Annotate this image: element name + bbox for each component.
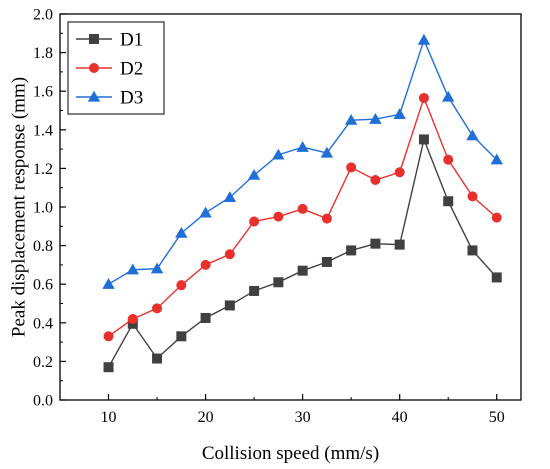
data-point-d2 bbox=[152, 303, 163, 314]
y-tick-label: 1.4 bbox=[33, 122, 53, 139]
y-tick-label: 0.6 bbox=[33, 277, 53, 294]
data-point-d1 bbox=[200, 312, 211, 323]
data-point-d1 bbox=[152, 353, 163, 364]
data-point-d2 bbox=[127, 313, 138, 324]
data-point-d1 bbox=[224, 300, 235, 311]
data-point-d2 bbox=[224, 249, 235, 260]
y-tick-label: 0.0 bbox=[33, 393, 53, 410]
data-point-d3 bbox=[126, 263, 139, 275]
data-point-d1 bbox=[103, 362, 114, 373]
data-point-d3 bbox=[175, 226, 188, 238]
legend: D1 D2 D3 bbox=[67, 21, 165, 115]
data-point-d3 bbox=[199, 206, 212, 218]
data-point-d1 bbox=[273, 277, 284, 288]
data-point-d1 bbox=[491, 272, 502, 283]
x-tick-label: 30 bbox=[295, 409, 311, 426]
data-point-d2 bbox=[249, 216, 260, 227]
legend-label: D3 bbox=[120, 88, 143, 109]
data-point-d1 bbox=[297, 265, 308, 276]
data-point-d1 bbox=[249, 285, 260, 296]
series-line-d3 bbox=[108, 38, 498, 285]
y-tick-label: 2.0 bbox=[33, 7, 53, 24]
x-tick-label: 10 bbox=[101, 409, 117, 426]
y-tick-label: 0.2 bbox=[33, 354, 53, 371]
series-d2 bbox=[103, 92, 502, 342]
data-point-d2 bbox=[370, 174, 381, 185]
legend-marker bbox=[89, 34, 99, 44]
data-point-d2 bbox=[467, 191, 478, 202]
data-point-d2 bbox=[394, 167, 405, 178]
data-point-d1 bbox=[321, 257, 332, 268]
data-point-d3 bbox=[223, 191, 237, 202]
data-point-d2 bbox=[297, 203, 308, 214]
data-point-d3 bbox=[442, 90, 455, 102]
data-point-d2 bbox=[443, 154, 454, 165]
data-point-d3 bbox=[247, 168, 261, 180]
legend-marker bbox=[89, 63, 99, 73]
data-point-d1 bbox=[418, 134, 429, 145]
legend-marker bbox=[87, 90, 101, 102]
series-layer bbox=[102, 33, 503, 373]
y-tick-label: 1.0 bbox=[33, 200, 53, 217]
data-point-d3 bbox=[150, 262, 164, 274]
data-point-d1 bbox=[370, 238, 381, 249]
data-point-d2 bbox=[273, 211, 284, 222]
x-axis-title: Collision speed (mm/s) bbox=[202, 443, 379, 464]
legend-label: D2 bbox=[120, 59, 143, 80]
data-point-d3 bbox=[369, 112, 382, 124]
series-d1 bbox=[103, 134, 502, 373]
data-point-d2 bbox=[321, 213, 332, 224]
data-point-d1 bbox=[176, 331, 187, 342]
legend-label: D1 bbox=[120, 30, 143, 51]
data-point-d1 bbox=[443, 196, 454, 207]
data-point-d3 bbox=[490, 153, 503, 165]
data-point-d1 bbox=[346, 245, 357, 256]
x-tick-label: 50 bbox=[489, 409, 505, 426]
data-point-d3 bbox=[344, 113, 358, 125]
data-point-d3 bbox=[466, 129, 479, 141]
data-point-d2 bbox=[103, 331, 114, 342]
data-point-d1 bbox=[394, 239, 405, 250]
data-point-d2 bbox=[176, 280, 187, 291]
data-point-d2 bbox=[418, 92, 429, 103]
y-tick-label: 1.8 bbox=[33, 45, 53, 62]
y-tick-label: 0.4 bbox=[33, 315, 53, 332]
data-point-d3 bbox=[417, 33, 431, 45]
data-point-d2 bbox=[346, 162, 357, 173]
data-point-d3 bbox=[296, 140, 309, 152]
x-tick-label: 40 bbox=[392, 409, 408, 426]
y-tick-label: 1.2 bbox=[33, 161, 53, 178]
data-point-d2 bbox=[491, 212, 502, 223]
axis-layer: 10 20 30 40 50 0.0 0.2 0.4 0.6 0.8 1.0 1.2 1.4 1.6 1.8… bbox=[33, 7, 505, 427]
x-tick-label: 20 bbox=[198, 409, 214, 426]
series-line-d2 bbox=[108, 95, 498, 337]
data-point-d3 bbox=[102, 278, 115, 289]
data-point-d1 bbox=[467, 245, 478, 256]
y-tick-label: 0.8 bbox=[33, 238, 53, 255]
data-point-d3 bbox=[272, 148, 285, 160]
y-tick-label: 1.6 bbox=[33, 84, 53, 101]
y-axis-title: Peak displacement response (mm) bbox=[8, 77, 29, 337]
data-point-d3 bbox=[320, 146, 334, 158]
data-point-d3 bbox=[393, 108, 406, 120]
series-d3 bbox=[102, 33, 503, 289]
data-point-d2 bbox=[200, 259, 211, 270]
